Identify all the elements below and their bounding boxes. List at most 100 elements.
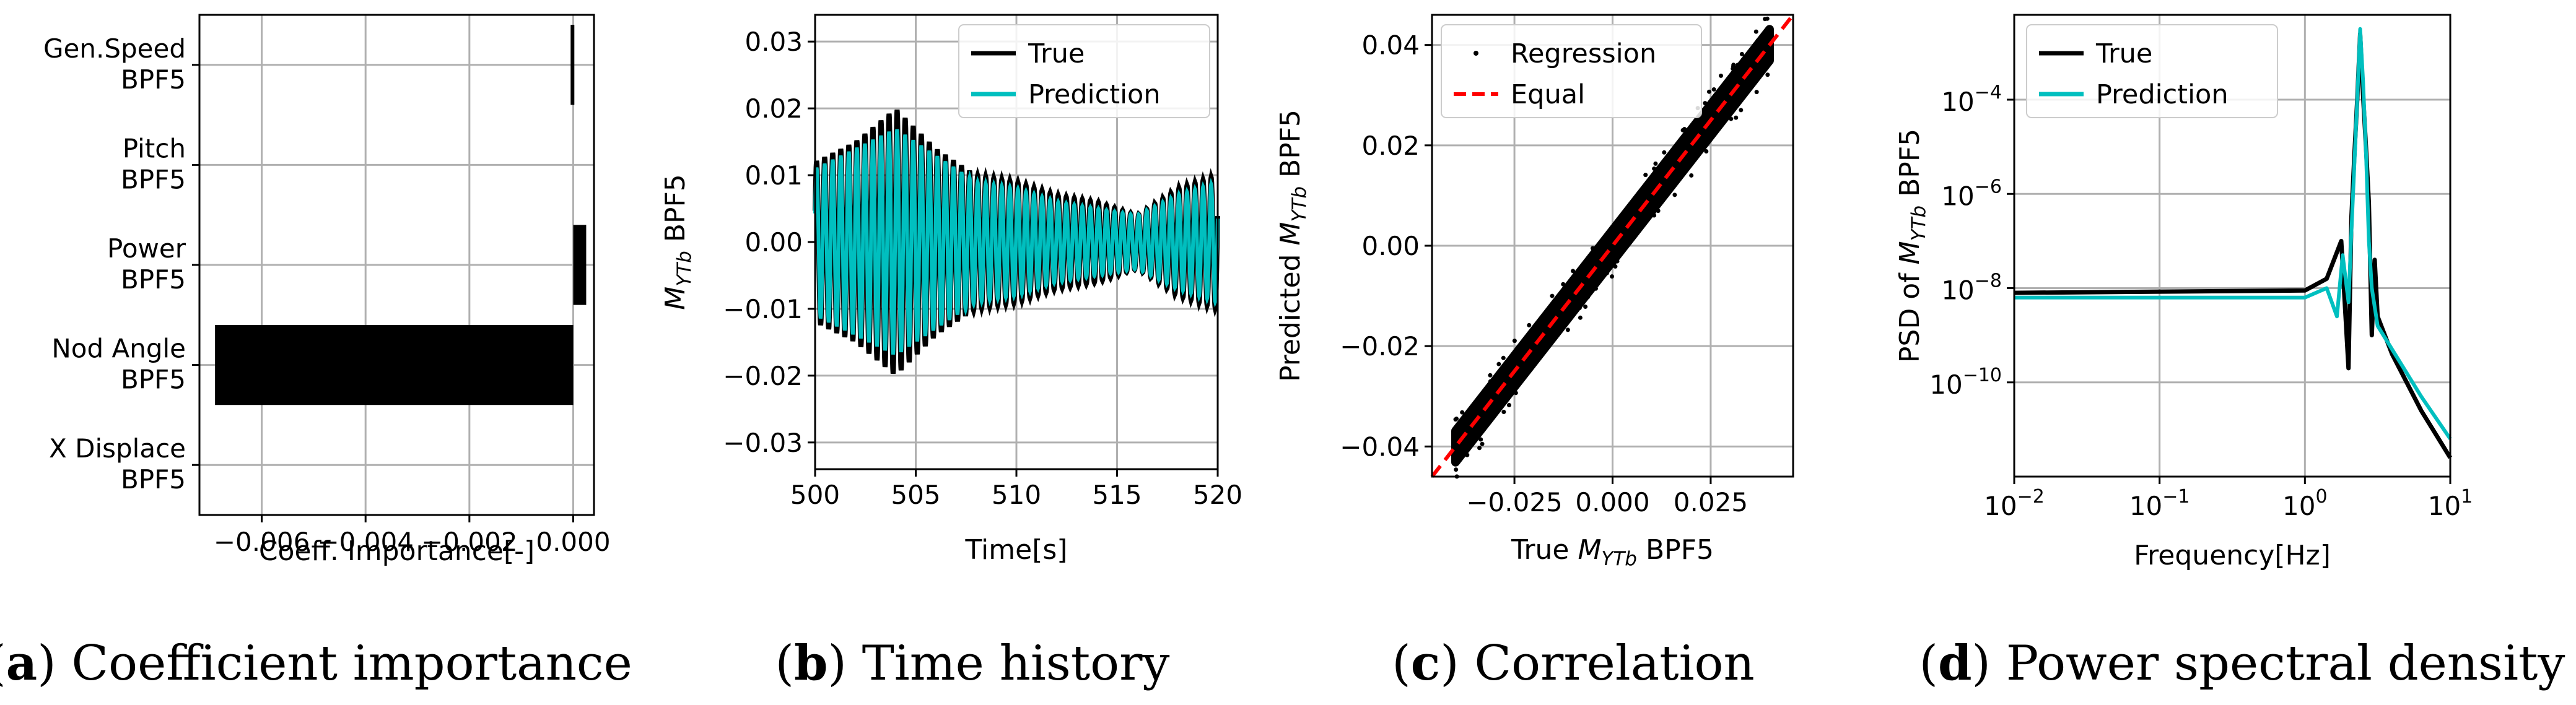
b-axes-frame bbox=[814, 14, 1219, 470]
c-regression-point bbox=[1496, 361, 1501, 366]
c-regression-point bbox=[1460, 410, 1465, 415]
b-legend-label: True bbox=[1028, 38, 1085, 69]
d-ytick-label: 10−8 bbox=[1941, 270, 2002, 306]
a-category-label: BPF5 bbox=[121, 464, 186, 495]
b-legend-box bbox=[958, 24, 1210, 118]
c-regression-point bbox=[1477, 396, 1482, 401]
b-series-line-prediction bbox=[813, 129, 1220, 355]
d-ytick-label: 10−4 bbox=[1941, 82, 2002, 117]
c-regression-point bbox=[1488, 379, 1493, 384]
b-xtick-label: 505 bbox=[891, 480, 940, 510]
b-xtick-label: 510 bbox=[992, 480, 1041, 510]
d-xtick-label: 10−2 bbox=[1984, 486, 2045, 521]
a-bar bbox=[215, 324, 574, 405]
d-legend-box bbox=[2026, 24, 2278, 118]
b-ytick-label: −0.02 bbox=[723, 361, 803, 391]
a-axes-frame bbox=[198, 14, 595, 516]
c-regression-point bbox=[1561, 282, 1566, 287]
c-regression-point bbox=[1581, 295, 1586, 300]
c-regression-point bbox=[1465, 452, 1470, 457]
c-regression-point bbox=[1456, 456, 1461, 461]
c-y-axis-label: Predicted MYTb BPF5 bbox=[1275, 110, 1311, 382]
c-regression-point bbox=[1531, 330, 1536, 335]
c-regression-point bbox=[1673, 149, 1678, 154]
c-regression-point bbox=[1653, 175, 1657, 180]
c-regression-point bbox=[1604, 270, 1609, 275]
c-regression-point bbox=[1587, 285, 1592, 290]
d-ytick-label: 10−6 bbox=[1941, 176, 2002, 211]
c-ytick-label: 0.00 bbox=[1361, 231, 1420, 261]
c-regression-point bbox=[1692, 132, 1697, 137]
c-ytick-label: 0.04 bbox=[1361, 30, 1420, 61]
c-regression-point bbox=[1731, 63, 1736, 67]
c-legend-label: Equal bbox=[1511, 79, 1585, 110]
b-ytick-label: 0.01 bbox=[744, 160, 803, 191]
d-axes-frame bbox=[2013, 14, 2452, 478]
c-regression-point bbox=[1766, 62, 1771, 67]
b-ytick-label: 0.03 bbox=[744, 27, 803, 57]
c-regression-point bbox=[1501, 396, 1506, 400]
c-equal-line bbox=[1430, 14, 1795, 478]
b-x-axis-label: Time[s] bbox=[965, 534, 1068, 566]
c-legend-label: Regression bbox=[1511, 38, 1656, 69]
c-ytick-label: −0.02 bbox=[1340, 331, 1420, 361]
c-regression-point bbox=[1571, 280, 1576, 285]
c-regression-point bbox=[1739, 108, 1744, 113]
c-regression-point bbox=[1730, 97, 1735, 102]
d-x-axis-label: Frequency[Hz] bbox=[2134, 540, 2331, 571]
c-regression-point bbox=[1527, 356, 1532, 361]
c-regression-point bbox=[1494, 379, 1499, 384]
c-regression-point bbox=[1571, 269, 1576, 274]
c-regression-point bbox=[1518, 378, 1523, 383]
c-regression-point bbox=[1704, 149, 1709, 154]
caption-a: (a) Coefficient importance bbox=[0, 635, 632, 691]
c-regression-point bbox=[1557, 318, 1562, 323]
c-regression-point bbox=[1675, 144, 1680, 149]
c-xtick-label: 0.025 bbox=[1674, 487, 1748, 517]
c-regression-point bbox=[1597, 254, 1602, 259]
c-regression-point bbox=[1615, 259, 1620, 264]
c-regression-point bbox=[1609, 241, 1614, 246]
c-regression-point bbox=[1480, 441, 1485, 446]
a-xtick-label: −0.002 bbox=[421, 527, 517, 557]
c-regression-point bbox=[1727, 108, 1732, 113]
c-regression-point bbox=[1517, 348, 1522, 353]
c-regression-point bbox=[1736, 63, 1740, 67]
a-category-label: Nod Angle bbox=[51, 334, 186, 364]
a-category-label: X Displace bbox=[49, 433, 186, 464]
a-x-axis-label: Coeff. Importance[-] bbox=[259, 535, 535, 567]
b-legend-label: Prediction bbox=[1028, 79, 1161, 110]
c-regression-point bbox=[1563, 295, 1568, 300]
c-regression-point bbox=[1454, 417, 1459, 422]
c-regression-point bbox=[1662, 168, 1667, 173]
c-regression-point bbox=[1583, 290, 1588, 295]
d-legend-label: True bbox=[2095, 38, 2152, 69]
c-regression-point bbox=[1609, 245, 1614, 250]
c-regression-point bbox=[1578, 315, 1583, 320]
c-regression-point bbox=[1583, 305, 1588, 309]
a-bar bbox=[570, 25, 575, 105]
c-ytick-label: 0.02 bbox=[1361, 131, 1420, 161]
d-ytick-label: 10−10 bbox=[1929, 365, 2002, 400]
c-regression-point bbox=[1652, 166, 1657, 171]
c-regression-point bbox=[1513, 391, 1518, 396]
c-regression-point bbox=[1491, 394, 1496, 399]
c-regression-point bbox=[1478, 437, 1483, 442]
c-legend-box bbox=[1441, 24, 1702, 118]
caption-b: (b) Time history bbox=[775, 635, 1170, 691]
c-regression-point bbox=[1544, 344, 1549, 349]
b-xtick-label: 500 bbox=[790, 480, 840, 510]
c-regression-point bbox=[1527, 322, 1532, 327]
c-regression-point bbox=[1501, 410, 1506, 415]
c-regression-point bbox=[1686, 147, 1691, 152]
c-xtick-label: −0.025 bbox=[1466, 487, 1562, 517]
c-regression-point bbox=[1590, 246, 1595, 251]
c-regression-point bbox=[1565, 327, 1570, 332]
c-regression-point bbox=[1692, 153, 1697, 158]
c-regression-point bbox=[1653, 161, 1658, 166]
d-xtick-label: 100 bbox=[2282, 486, 2328, 521]
c-regression-point bbox=[1477, 446, 1482, 451]
c-regression-point bbox=[1593, 286, 1598, 291]
a-xtick-label: 0.000 bbox=[536, 527, 610, 557]
c-regression-point bbox=[1706, 89, 1711, 94]
